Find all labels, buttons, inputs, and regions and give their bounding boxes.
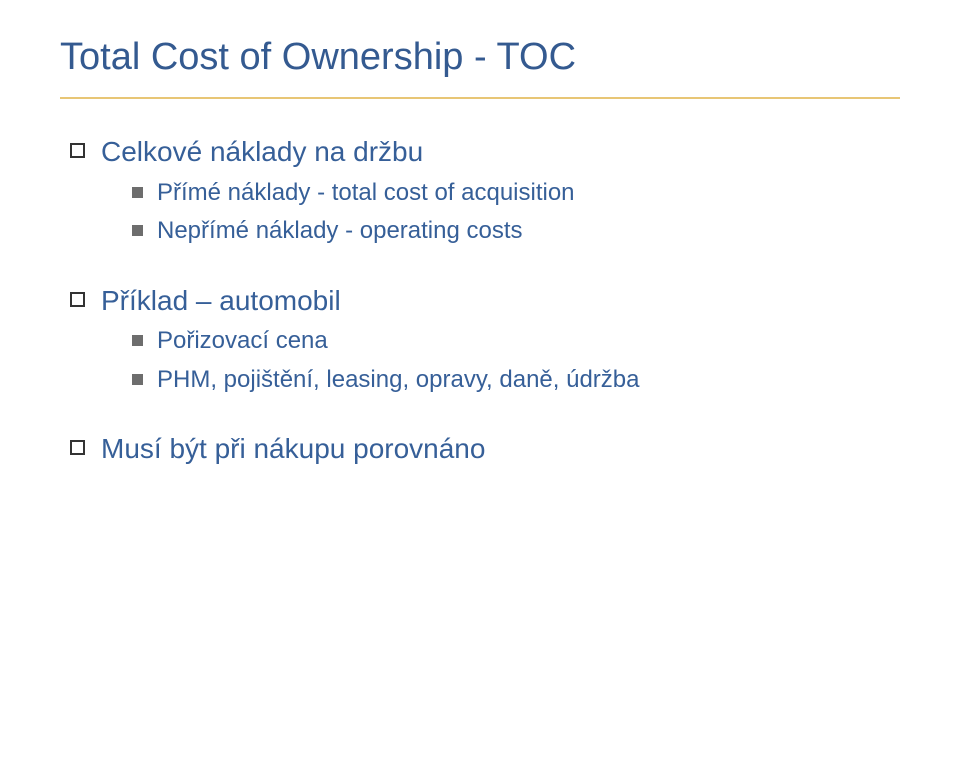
- bullet-lvl2: Přímé náklady - total cost of acquisitio…: [132, 177, 900, 209]
- bullet-group-3: Musí být při nákupu porovnáno: [60, 430, 900, 468]
- bullet-list: Celkové náklady na držbu Přímé náklady -…: [60, 133, 900, 468]
- bullet-text: PHM, pojištění, leasing, opravy, daně, ú…: [157, 364, 639, 396]
- hollow-square-icon: [70, 440, 85, 455]
- slide-title: Total Cost of Ownership - TOC: [60, 36, 900, 87]
- bullet-text: Musí být při nákupu porovnáno: [101, 430, 485, 468]
- slide: Total Cost of Ownership - TOC Celkové ná…: [0, 0, 960, 771]
- bullet-group-2: Příklad – automobil Pořizovací cena PHM,…: [60, 282, 900, 397]
- title-rule: [60, 97, 900, 99]
- hollow-square-icon: [70, 143, 85, 158]
- bullet-lvl2: PHM, pojištění, leasing, opravy, daně, ú…: [132, 364, 900, 396]
- filled-square-icon: [132, 225, 143, 236]
- filled-square-icon: [132, 374, 143, 385]
- bullet-lvl1: Musí být při nákupu porovnáno: [70, 430, 900, 468]
- bullet-lvl1: Příklad – automobil: [70, 282, 900, 320]
- filled-square-icon: [132, 187, 143, 198]
- bullet-group-1: Celkové náklady na držbu Přímé náklady -…: [60, 133, 900, 248]
- bullet-lvl1: Celkové náklady na držbu: [70, 133, 900, 171]
- bullet-text: Nepřímé náklady - operating costs: [157, 215, 523, 247]
- filled-square-icon: [132, 335, 143, 346]
- bullet-text: Pořizovací cena: [157, 325, 328, 357]
- bullet-lvl2: Nepřímé náklady - operating costs: [132, 215, 900, 247]
- bullet-lvl2: Pořizovací cena: [132, 325, 900, 357]
- bullet-text: Příklad – automobil: [101, 282, 341, 320]
- bullet-text: Přímé náklady - total cost of acquisitio…: [157, 177, 575, 209]
- hollow-square-icon: [70, 292, 85, 307]
- bullet-text: Celkové náklady na držbu: [101, 133, 423, 171]
